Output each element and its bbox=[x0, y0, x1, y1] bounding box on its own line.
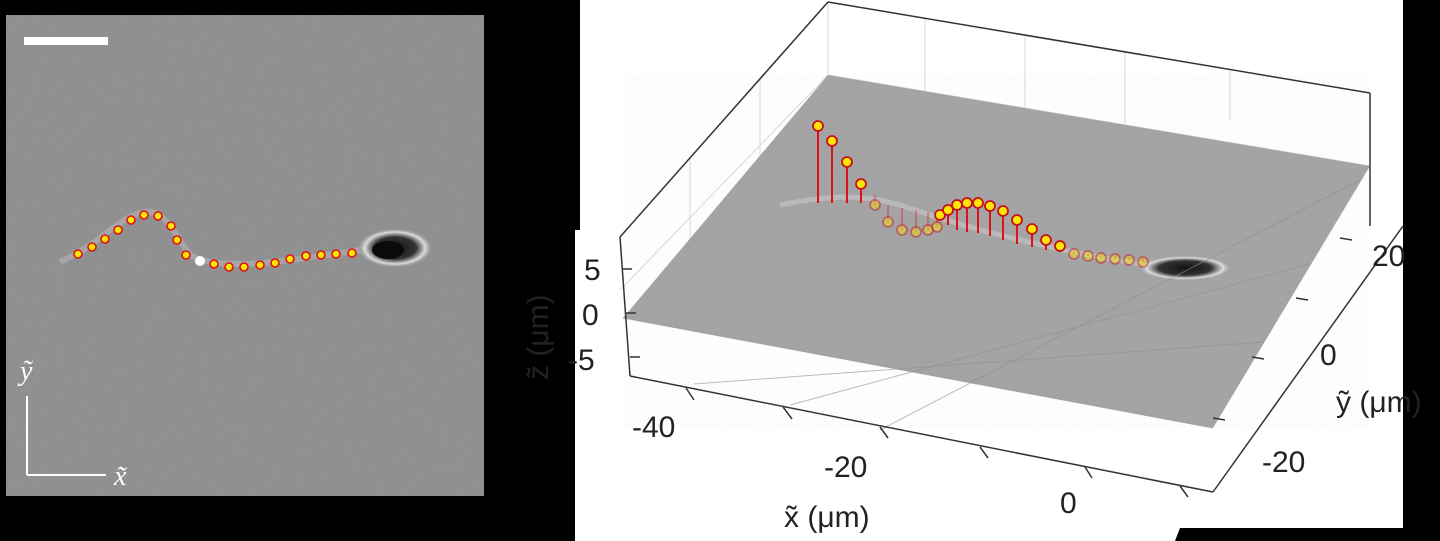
stem-marker bbox=[855, 178, 867, 190]
y-tick-label-0: 0 bbox=[1320, 339, 1337, 372]
stem-marker bbox=[1040, 234, 1052, 246]
head-marker bbox=[195, 256, 205, 266]
flagellum-marker bbox=[87, 242, 97, 252]
flagellum-marker bbox=[181, 250, 191, 260]
flagellum-marker bbox=[331, 249, 341, 259]
flagellum-marker bbox=[270, 258, 280, 268]
plane-grid bbox=[622, 179, 1361, 431]
stem-marker bbox=[942, 204, 954, 216]
stem-marker bbox=[812, 120, 824, 132]
stem-marker bbox=[1026, 223, 1038, 235]
stem-marker bbox=[869, 199, 881, 211]
x-tick-label-neg20: -20 bbox=[824, 451, 867, 484]
plane-sperm-head bbox=[1137, 255, 1233, 281]
flagellum-marker bbox=[73, 249, 83, 259]
stem-marker bbox=[1082, 250, 1094, 262]
plot-3d-panel: -40 -20 0 20 0 -20 5 0 -5 x̃ (μm) ỹ (μm)… bbox=[522, 0, 1422, 541]
flagellum-marker bbox=[113, 225, 123, 235]
stem-marker bbox=[922, 224, 934, 236]
x-axis-letter: x̃ bbox=[113, 461, 128, 492]
image-plane-noise bbox=[623, 75, 1370, 428]
flagellum-marker bbox=[166, 221, 176, 231]
flagellum-marker bbox=[239, 262, 249, 272]
stem-marker bbox=[997, 205, 1009, 217]
flagellum-marker bbox=[316, 250, 326, 260]
flagellum-marker bbox=[172, 235, 182, 245]
flagellum-marker bbox=[126, 215, 136, 225]
microscopy-panel: ỹ x̃ bbox=[6, 15, 484, 496]
y-axis-letter: ỹ bbox=[17, 356, 34, 387]
flagellum-markers bbox=[73, 210, 357, 272]
stem-marker bbox=[951, 199, 963, 211]
stem-marker bbox=[1109, 253, 1121, 265]
stems-below-plane bbox=[869, 195, 1149, 268]
flagellum-marker bbox=[209, 259, 219, 269]
stem-marker bbox=[1011, 214, 1023, 226]
stem-marker bbox=[1095, 252, 1107, 264]
stem-marker bbox=[882, 216, 894, 228]
stem-marker bbox=[1123, 254, 1135, 266]
flagellum-marker bbox=[255, 260, 265, 270]
stem-marker bbox=[1137, 256, 1149, 268]
stem-marker bbox=[826, 135, 838, 147]
z-tick-label-neg5: -5 bbox=[568, 344, 595, 377]
x-tick-label-0: 0 bbox=[1060, 487, 1077, 520]
flagellum-marker bbox=[301, 251, 311, 261]
flagellum-marker bbox=[224, 262, 234, 272]
plot-background-left bbox=[575, 230, 600, 541]
flagellum-marker bbox=[139, 210, 149, 220]
sperm-head-core bbox=[372, 241, 404, 259]
tick-marks bbox=[622, 237, 1353, 498]
flagellum-marker bbox=[153, 211, 163, 221]
stem-marker bbox=[1054, 240, 1066, 252]
stem-marker bbox=[910, 226, 922, 238]
y-tick-label-neg20: -20 bbox=[1262, 446, 1305, 479]
scale-bar bbox=[24, 37, 108, 45]
stem-marker bbox=[841, 156, 853, 168]
stem-marker bbox=[896, 224, 908, 236]
flagellum-marker bbox=[347, 248, 357, 258]
stem-marker bbox=[1068, 248, 1080, 260]
y-tick-label-20: 20 bbox=[1372, 240, 1405, 273]
z-axis-label: z̃ (μm) bbox=[522, 294, 555, 380]
stem-marker bbox=[931, 221, 943, 233]
box-front-edges bbox=[619, 1, 1404, 493]
stems-above-plane bbox=[812, 120, 1066, 252]
stem-marker bbox=[984, 200, 996, 212]
x-tick-label-neg40: -40 bbox=[632, 411, 675, 444]
flagellum-marker bbox=[285, 254, 295, 264]
y-axis-label: ỹ (μm) bbox=[1336, 386, 1422, 419]
z-tick-label-5: 5 bbox=[584, 254, 601, 287]
z-tick-label-0: 0 bbox=[582, 299, 599, 332]
stem-marker bbox=[961, 197, 973, 209]
stem-marker bbox=[972, 197, 984, 209]
flagellum-marker bbox=[100, 234, 110, 244]
x-axis-label: x̃ (μm) bbox=[784, 501, 870, 534]
